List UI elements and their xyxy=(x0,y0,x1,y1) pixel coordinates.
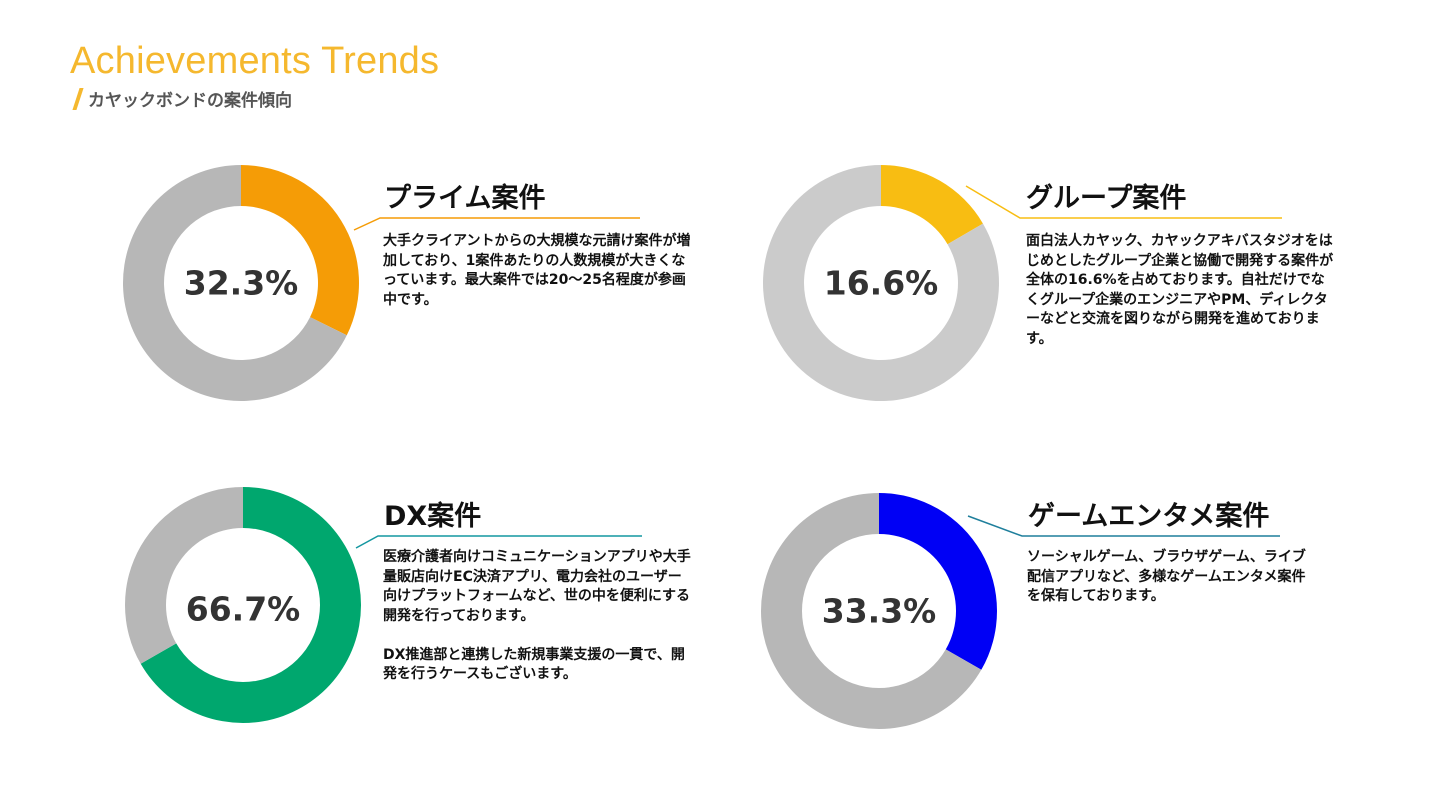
donut-chart-group: 16.6% xyxy=(763,165,999,401)
donut-slice-game-0 xyxy=(879,493,997,670)
leader-line-prime xyxy=(353,217,640,231)
slash-accent xyxy=(72,87,84,110)
heading-dx: DX案件 xyxy=(384,501,482,532)
page-title: Achievements Trends xyxy=(70,40,440,82)
donut-chart-game: 33.3% xyxy=(761,493,997,729)
page-subtitle: カヤックボンドの案件傾向 xyxy=(72,86,292,111)
donut-slice-dx-1 xyxy=(124,487,243,664)
description-game: ソーシャルゲーム、ブラウザゲーム、ライブ配信アプリなど、多様なゲームエンタメ案件… xyxy=(1027,549,1306,604)
heading-group: グループ案件 xyxy=(1026,183,1187,214)
leader-line-game xyxy=(967,515,1280,537)
donut-slice-prime-1 xyxy=(123,165,347,401)
description-prime: 大手クライアントからの大規模な元請け案件が増加しており、1案件あたりの人数規模が… xyxy=(383,233,691,308)
donut-slice-prime-0 xyxy=(241,165,359,336)
heading-game: ゲームエンタメ案件 xyxy=(1028,501,1270,532)
donut-slice-group-1 xyxy=(763,165,999,401)
leader-line-dx xyxy=(355,535,642,549)
heading-prime: プライム案件 xyxy=(384,183,546,214)
center-label-prime: 32.3% xyxy=(184,264,299,303)
donut-chart-prime: 32.3% xyxy=(123,165,359,401)
center-label-dx: 66.7% xyxy=(186,590,301,629)
description-dx: 医療介護者向けコミュニケーションアプリや大手量販店向けEC決済アプリ、電力会社の… xyxy=(383,549,691,682)
donut-chart-dx: 66.7% xyxy=(124,487,361,723)
description-group: 面白法人カヤック、カヤックアキバスタジオをはじめとしたグループ企業と協働で開発す… xyxy=(1026,233,1334,347)
leader-line-group xyxy=(965,185,1282,219)
subtitle-text: カヤックボンドの案件傾向 xyxy=(88,91,292,111)
donut-slice-dx-0 xyxy=(140,487,361,723)
donut-slice-group-0 xyxy=(881,165,983,245)
center-label-group: 16.6% xyxy=(824,264,939,303)
center-label-game: 33.3% xyxy=(822,592,937,631)
donut-slice-game-1 xyxy=(761,493,982,729)
